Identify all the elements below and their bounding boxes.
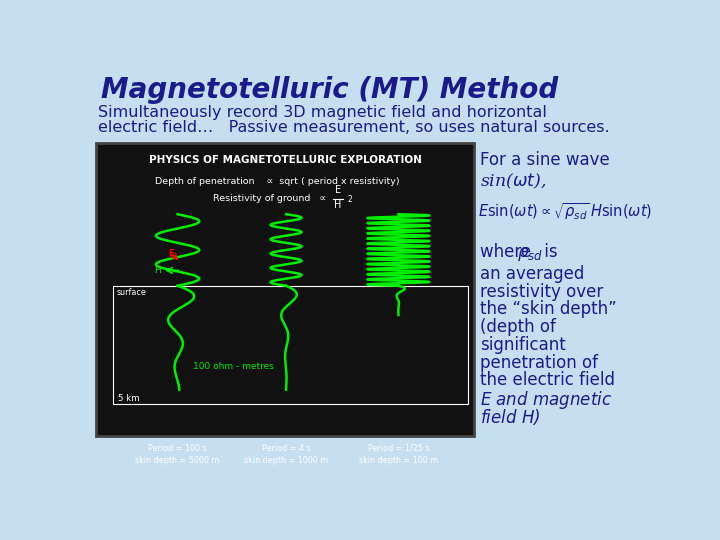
Text: Resistivity of ground   ∝: Resistivity of ground ∝ bbox=[213, 194, 326, 203]
Text: 5 km: 5 km bbox=[118, 395, 140, 403]
Text: For a sine wave: For a sine wave bbox=[480, 151, 610, 169]
Text: where: where bbox=[480, 244, 536, 261]
Text: Period = 4 s
skin depth = 1000 m: Period = 4 s skin depth = 1000 m bbox=[244, 444, 328, 465]
Bar bbox=[113, 286, 468, 403]
Text: $E$ and magnetic: $E$ and magnetic bbox=[480, 389, 612, 411]
Text: H: H bbox=[154, 266, 161, 275]
Text: sin($\omega t$),: sin($\omega t$), bbox=[480, 172, 546, 191]
Text: electric field…   Passive measurement, so uses natural sources.: electric field… Passive measurement, so … bbox=[98, 120, 609, 136]
Text: Magnetotelluric (MT) Method: Magnetotelluric (MT) Method bbox=[101, 76, 558, 104]
Text: penetration of: penetration of bbox=[480, 354, 598, 372]
Text: H: H bbox=[334, 200, 342, 210]
Text: resistivity over: resistivity over bbox=[480, 283, 603, 301]
Text: (depth of: (depth of bbox=[480, 318, 556, 336]
Text: surface: surface bbox=[117, 288, 146, 297]
Text: field $H$): field $H$) bbox=[480, 407, 540, 427]
Text: Depth of penetration    ∝  sqrt ( period x resistivity): Depth of penetration ∝ sqrt ( period x r… bbox=[156, 177, 400, 186]
Text: $E\sin(\omega t)\propto\sqrt{\rho_{sd}}\,H\sin(\omega t)$: $E\sin(\omega t)\propto\sqrt{\rho_{sd}}\… bbox=[478, 201, 652, 222]
Text: 2: 2 bbox=[347, 195, 352, 204]
Text: Period = 100 s
skin depth = 5000 m: Period = 100 s skin depth = 5000 m bbox=[135, 444, 220, 465]
Text: an averaged: an averaged bbox=[480, 265, 584, 283]
Text: E: E bbox=[335, 185, 341, 195]
Text: Period = 1/25 s
skin depth = 100 m: Period = 1/25 s skin depth = 100 m bbox=[359, 444, 438, 465]
Text: $\rho_{sd}$: $\rho_{sd}$ bbox=[517, 245, 543, 263]
Text: PHYSICS OF MAGNETOTELLURIC EXPLORATION: PHYSICS OF MAGNETOTELLURIC EXPLORATION bbox=[149, 156, 422, 165]
Text: E: E bbox=[168, 249, 174, 258]
Bar bbox=[96, 143, 474, 436]
Text: 100 ohm - metres: 100 ohm - metres bbox=[193, 362, 274, 371]
Text: the “skin depth”: the “skin depth” bbox=[480, 300, 616, 319]
Text: is: is bbox=[539, 244, 557, 261]
Text: the electric field: the electric field bbox=[480, 372, 615, 389]
Text: Simultaneously record 3D magnetic field and horizontal: Simultaneously record 3D magnetic field … bbox=[98, 105, 546, 120]
Text: significant: significant bbox=[480, 336, 566, 354]
